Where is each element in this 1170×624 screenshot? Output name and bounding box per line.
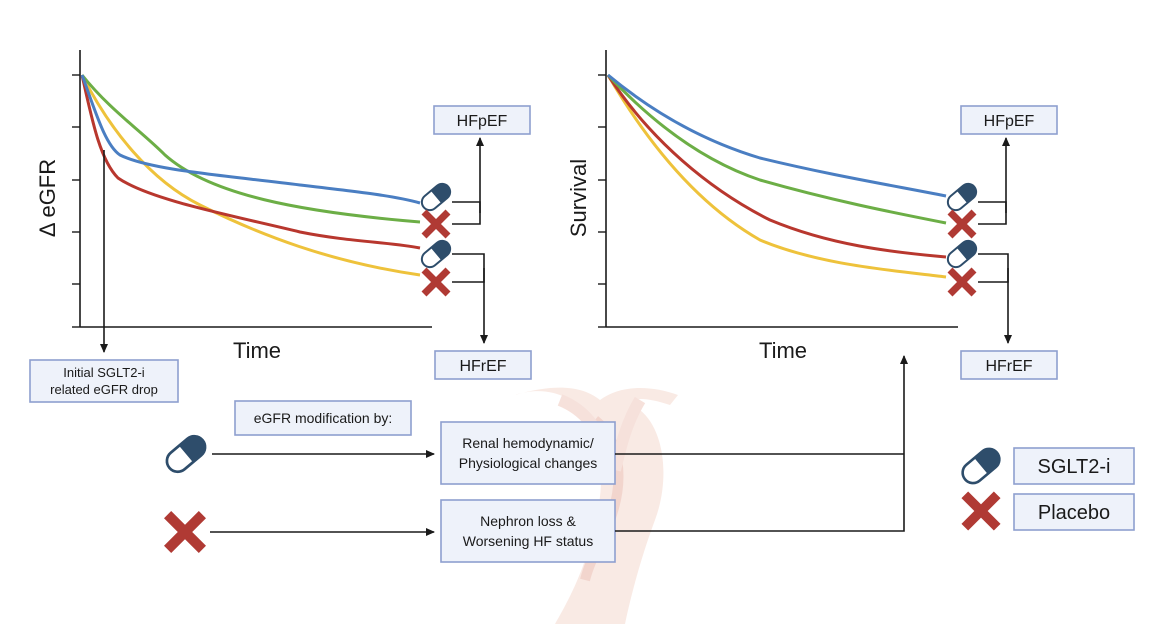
legend-pill-icon [957,443,1005,489]
right-pill-icon-top [943,179,981,215]
left-y-ticks [72,74,80,328]
left-hfpef-label: HFpEF [457,113,508,130]
right-curve-yellow [606,74,947,279]
right-chart: Survival Time HFpEF HFrEF [566,50,1058,380]
left-curve-blue [80,74,421,205]
legend-placebo-box [1013,493,1135,531]
right-xlabel: Time [759,338,807,363]
flow-header-label: eGFR modification by: [254,410,393,426]
left-hfref-box [434,350,532,380]
left-bracket-bottom [452,253,485,283]
callout-box [29,359,179,403]
flow-diagram: eGFR modification by: Renal hemodynamic/… [161,356,904,563]
right-curve-red [606,74,947,259]
flow-cross-icon [168,515,203,550]
left-curve-green [80,74,421,224]
right-bracket-bottom [978,253,1009,283]
left-xlabel: Time [233,338,281,363]
right-hfpef-box [960,105,1058,135]
right-pill-icon-bottom [943,236,981,272]
flow-placebo-line-1: Nephron loss & [480,513,576,529]
right-cross-icon-bottom [950,270,974,294]
left-hfref-label: HFrEF [459,358,506,375]
flow-placebo-box [440,499,616,563]
callout-line-1: Initial SGLT2-i [63,365,145,380]
callout-line-2: related eGFR drop [50,382,158,397]
left-cross-icon-bottom [424,270,448,294]
right-curve-blue [607,73,947,198]
left-ylabel: Δ eGFR [35,159,60,237]
left-curve-yellow [80,74,421,277]
flow-connector [615,356,904,532]
flow-placebo-line-2: Worsening HF status [463,533,593,549]
legend: SGLT2-i Placebo [957,443,1135,531]
right-y-ticks [598,74,606,328]
right-hfpef-label: HFpEF [984,113,1035,130]
left-pill-icon-bottom [417,236,455,272]
left-bracket-top [452,201,481,225]
flow-header-box [234,400,412,436]
right-cross-icon-top [950,212,974,236]
right-bracket-top [978,201,1007,225]
flow-sglt2-line-2: Physiological changes [459,455,598,471]
flow-sglt2-line-1: Renal hemodynamic/ [462,435,594,451]
left-cross-icon-top [424,212,448,236]
flow-pill-icon [161,430,211,478]
right-hfref-box [960,350,1058,380]
left-chart: Δ eGFR Time HFpEF HFrEF Initial SGLT2-i … [29,50,532,403]
left-hfpef-box [433,105,531,135]
right-ylabel: Survival [566,159,591,237]
legend-sglt2-box [1013,447,1135,485]
legend-placebo-label: Placebo [1038,502,1110,524]
right-curve-green [606,73,947,225]
legend-sglt2-label: SGLT2-i [1038,456,1111,478]
right-hfref-label: HFrEF [985,358,1032,375]
left-pill-icon-top [417,179,455,215]
legend-cross-icon [965,495,997,527]
flow-sglt2-box [440,421,616,485]
left-curve-red [80,74,421,250]
